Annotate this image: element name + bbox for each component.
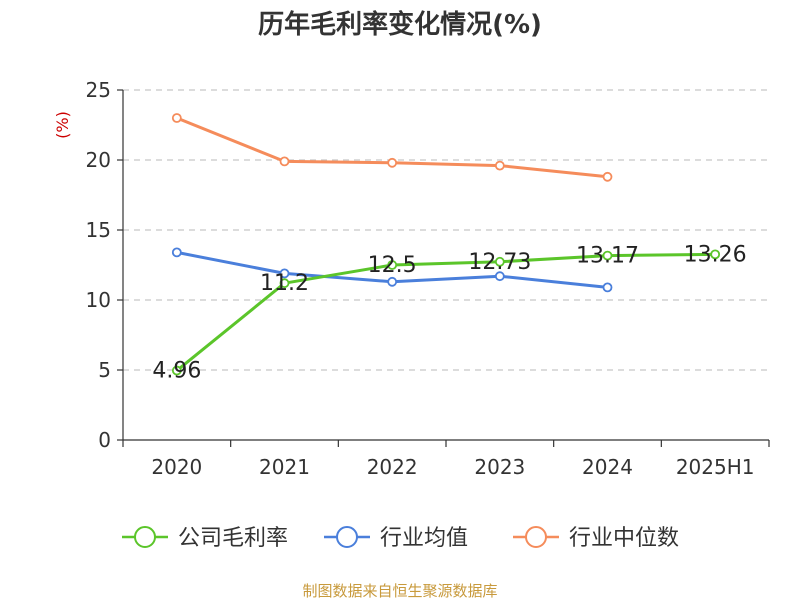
data-label: 12.73: [468, 250, 531, 275]
x-tick-label: 2020: [151, 455, 202, 479]
data-point: [494, 256, 505, 267]
data-label: 4.96: [152, 359, 201, 384]
data-point: [710, 249, 721, 260]
data-label: 13.17: [576, 244, 639, 269]
grid-lines: [123, 89, 769, 371]
data-label: 13.26: [684, 242, 747, 267]
legend-label: 行业均值: [380, 526, 468, 551]
data-label: 11.2: [260, 271, 309, 296]
y-tick-label: 15: [86, 218, 111, 242]
y-tick-label: 10: [86, 288, 111, 312]
legend-marker: [336, 526, 358, 548]
y-tick-label: 20: [86, 148, 111, 172]
chart-title: 历年毛利率变化情况(%): [258, 9, 542, 40]
data-point: [171, 247, 182, 258]
x-tick-label: 2022: [367, 455, 418, 479]
data-point: [387, 260, 398, 270]
series-line: [176, 116, 608, 179]
legend-label: 行业中位数: [569, 526, 679, 551]
data-point: [602, 250, 613, 261]
y-axis-unit-label: (%): [53, 111, 72, 139]
data-label: 12.5: [368, 253, 417, 278]
data-point: [171, 365, 182, 376]
data-point: [279, 278, 290, 289]
x-tick-label: 2024: [582, 455, 633, 479]
data-point: [494, 271, 505, 282]
legend: 公司毛利率 行业均值 行业中位数: [122, 526, 679, 551]
legend-marker: [134, 526, 156, 548]
y-tick-label: 5: [98, 358, 111, 382]
data-point: [494, 160, 505, 171]
x-tick-label: 2021: [259, 455, 310, 479]
axes: 0 5 10 15 20 25 2020 2021 2022 2023 2024 2025H1: [86, 78, 770, 479]
legend-marker: [525, 526, 547, 548]
data-labels: 4.96 11.2 12.5 12.73 13.17 13.26: [152, 242, 746, 383]
y-tick-label: 0: [98, 428, 111, 452]
data-point: [171, 113, 182, 123]
data-point: [602, 282, 613, 293]
series-line: [175, 252, 716, 372]
data-point: [279, 268, 290, 279]
data-point: [387, 157, 398, 168]
data-point: [602, 171, 613, 182]
x-tick-label: 2025H1: [676, 455, 755, 479]
data-point: [387, 276, 398, 287]
data-point: [279, 156, 290, 167]
series-layer: [171, 113, 721, 376]
x-tick-label: 2023: [474, 455, 525, 479]
legend-label: 公司毛利率: [178, 526, 288, 551]
source-note: 制图数据来自恒生聚源数据库: [302, 582, 497, 600]
y-tick-label: 25: [86, 78, 111, 102]
